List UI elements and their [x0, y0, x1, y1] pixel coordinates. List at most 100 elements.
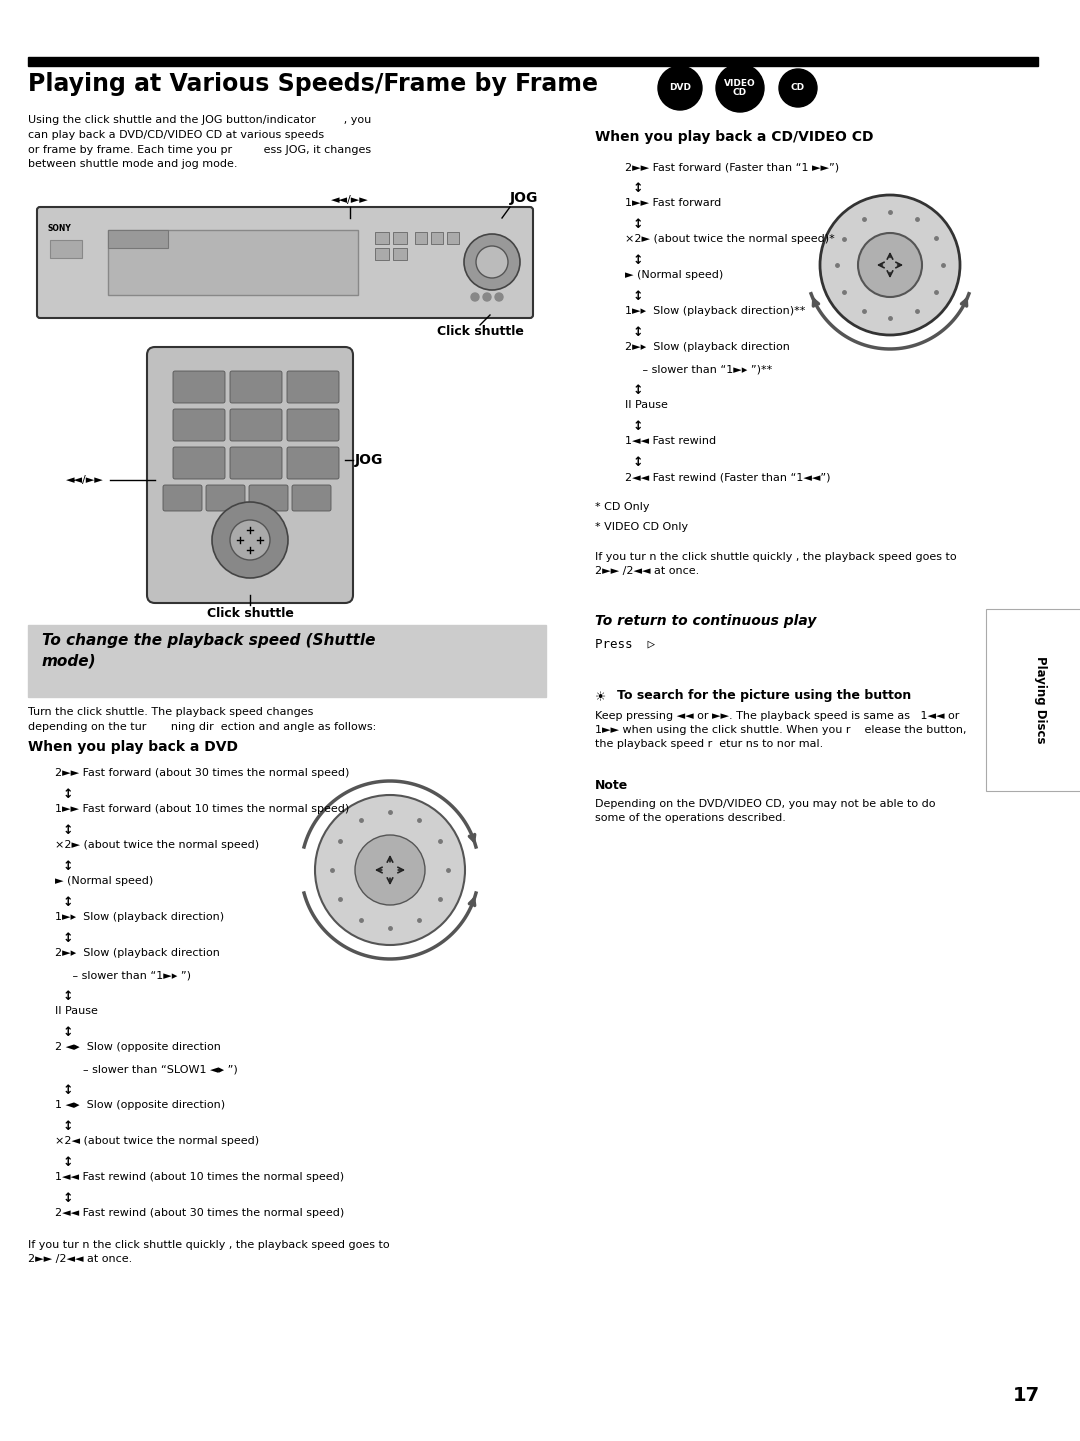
Text: ► (Normal speed): ► (Normal speed): [625, 269, 724, 280]
FancyBboxPatch shape: [287, 370, 339, 403]
FancyBboxPatch shape: [147, 347, 353, 602]
Text: 2►▸  Slow (playback direction: 2►▸ Slow (playback direction: [625, 342, 789, 352]
Bar: [375, 248, 389, 259]
Bar: [431, 232, 443, 244]
Text: ↕: ↕: [63, 788, 73, 801]
Text: ×2◄ (about twice the normal speed): ×2◄ (about twice the normal speed): [55, 1136, 259, 1146]
Text: Playing at Various Speeds/Frame by Frame: Playing at Various Speeds/Frame by Frame: [28, 72, 598, 97]
FancyBboxPatch shape: [206, 486, 245, 512]
Text: ☀: ☀: [595, 692, 606, 705]
Text: To return to continuous play: To return to continuous play: [595, 614, 816, 628]
Text: If you tur n the click shuttle quickly , the playback speed goes to
2►► /2◄◄ at : If you tur n the click shuttle quickly ,…: [595, 552, 957, 576]
Text: DVD: DVD: [669, 84, 691, 92]
Text: 1►► Fast forward (about 10 times the normal speed): 1►► Fast forward (about 10 times the nor…: [55, 804, 349, 814]
Text: When you play back a CD/VIDEO CD: When you play back a CD/VIDEO CD: [595, 130, 874, 144]
Circle shape: [471, 293, 480, 301]
Text: Using the click shuttle and the JOG button/indicator        , you
can play back : Using the click shuttle and the JOG butt…: [28, 115, 372, 170]
Text: ↕: ↕: [633, 383, 644, 398]
Text: 2 ◄▸  Slow (opposite direction: 2 ◄▸ Slow (opposite direction: [55, 1042, 221, 1052]
Text: – slower than “1►▸ ”): – slower than “1►▸ ”): [55, 970, 191, 980]
Text: ↕: ↕: [63, 1026, 73, 1039]
Bar: [50, 241, 82, 258]
Text: ► (Normal speed): ► (Normal speed): [55, 876, 153, 886]
Text: 2►► Fast forward (about 30 times the normal speed): 2►► Fast forward (about 30 times the nor…: [55, 768, 349, 778]
Circle shape: [476, 246, 508, 278]
FancyBboxPatch shape: [163, 486, 202, 512]
Text: 1►▸  Slow (playback direction)**: 1►▸ Slow (playback direction)**: [625, 305, 806, 316]
Text: SONY: SONY: [48, 223, 71, 233]
Text: To search for the picture using the button: To search for the picture using the butt…: [617, 689, 912, 702]
Text: ◄◄/►►: ◄◄/►►: [332, 195, 369, 205]
Text: 2◄◄ Fast rewind (about 30 times the normal speed): 2◄◄ Fast rewind (about 30 times the norm…: [55, 1208, 345, 1218]
Circle shape: [464, 233, 519, 290]
FancyBboxPatch shape: [173, 447, 225, 478]
Text: To change the playback speed (Shuttle
mode): To change the playback speed (Shuttle mo…: [42, 633, 376, 669]
Text: ↕: ↕: [633, 290, 644, 303]
Bar: [108, 231, 168, 248]
Bar: [393, 248, 407, 259]
FancyBboxPatch shape: [37, 208, 534, 318]
Text: When you play back a DVD: When you play back a DVD: [28, 741, 238, 754]
Text: 17: 17: [1013, 1386, 1040, 1405]
Text: II Pause: II Pause: [625, 401, 667, 411]
FancyBboxPatch shape: [287, 447, 339, 478]
Circle shape: [355, 834, 426, 905]
Text: * VIDEO CD Only: * VIDEO CD Only: [595, 522, 688, 532]
Text: * CD Only: * CD Only: [595, 501, 649, 512]
Text: ↕: ↕: [633, 218, 644, 231]
Circle shape: [230, 520, 270, 561]
Text: Keep pressing ◄◄ or ►►. The playback speed is same as   1◄◄ or
1►► when using th: Keep pressing ◄◄ or ►►. The playback spe…: [595, 710, 967, 749]
Text: ×2► (about twice the normal speed)*: ×2► (about twice the normal speed)*: [625, 233, 835, 244]
Text: ↕: ↕: [63, 1084, 73, 1097]
Text: – slower than “SLOW1 ◄▸ ”): – slower than “SLOW1 ◄▸ ”): [55, 1063, 238, 1074]
Circle shape: [483, 293, 491, 301]
Circle shape: [820, 195, 960, 334]
Text: II Pause: II Pause: [55, 1006, 98, 1016]
Text: ↕: ↕: [633, 455, 644, 468]
Text: ↕: ↕: [633, 254, 644, 267]
Text: ↕: ↕: [633, 182, 644, 195]
FancyBboxPatch shape: [230, 447, 282, 478]
Text: 1 ◄▸  Slow (opposite direction): 1 ◄▸ Slow (opposite direction): [55, 1099, 225, 1110]
Text: Playing Discs: Playing Discs: [1034, 656, 1047, 744]
Text: – slower than “1►▸ ”)**: – slower than “1►▸ ”)**: [625, 365, 772, 375]
Text: JOG: JOG: [510, 192, 538, 205]
FancyBboxPatch shape: [173, 409, 225, 441]
Text: ↕: ↕: [63, 932, 73, 945]
Circle shape: [495, 293, 503, 301]
Bar: [28, 58, 1038, 66]
Text: 1►▸  Slow (playback direction): 1►▸ Slow (playback direction): [55, 912, 225, 922]
Text: 1◄◄ Fast rewind (about 10 times the normal speed): 1◄◄ Fast rewind (about 10 times the norm…: [55, 1172, 345, 1182]
Text: VIDEO
CD: VIDEO CD: [724, 79, 756, 97]
Text: ↕: ↕: [63, 990, 73, 1003]
Text: ↕: ↕: [63, 824, 73, 837]
Bar: [108, 231, 357, 295]
FancyBboxPatch shape: [230, 370, 282, 403]
Circle shape: [212, 501, 288, 578]
Circle shape: [658, 66, 702, 110]
Bar: [375, 232, 389, 244]
Bar: [415, 232, 427, 244]
Text: 2►► Fast forward (Faster than “1 ►►”): 2►► Fast forward (Faster than “1 ►►”): [625, 161, 839, 171]
Text: If you tur n the click shuttle quickly , the playback speed goes to
2►► /2◄◄ at : If you tur n the click shuttle quickly ,…: [28, 1241, 390, 1264]
FancyBboxPatch shape: [230, 409, 282, 441]
Text: CD: CD: [791, 84, 805, 92]
Circle shape: [716, 63, 764, 112]
Text: 1◄◄ Fast rewind: 1◄◄ Fast rewind: [625, 437, 716, 447]
FancyBboxPatch shape: [287, 409, 339, 441]
Text: ×2► (about twice the normal speed): ×2► (about twice the normal speed): [55, 840, 259, 850]
Text: Note: Note: [595, 780, 629, 793]
Text: ↕: ↕: [633, 326, 644, 339]
Text: JOG: JOG: [355, 452, 383, 467]
Text: ↕: ↕: [63, 896, 73, 909]
Bar: [393, 232, 407, 244]
Text: ◄◄/►►: ◄◄/►►: [66, 476, 104, 486]
Circle shape: [858, 233, 922, 297]
Text: 2►▸  Slow (playback direction: 2►▸ Slow (playback direction: [55, 948, 220, 958]
FancyBboxPatch shape: [249, 486, 288, 512]
Circle shape: [779, 69, 816, 107]
Text: Click shuttle: Click shuttle: [436, 326, 524, 339]
Text: Depending on the DVD/VIDEO CD, you may not be able to do
some of the operations : Depending on the DVD/VIDEO CD, you may n…: [595, 798, 935, 823]
Text: 1►► Fast forward: 1►► Fast forward: [625, 197, 721, 208]
Text: Turn the click shuttle. The playback speed changes
depending on the tur       ni: Turn the click shuttle. The playback spe…: [28, 708, 376, 732]
